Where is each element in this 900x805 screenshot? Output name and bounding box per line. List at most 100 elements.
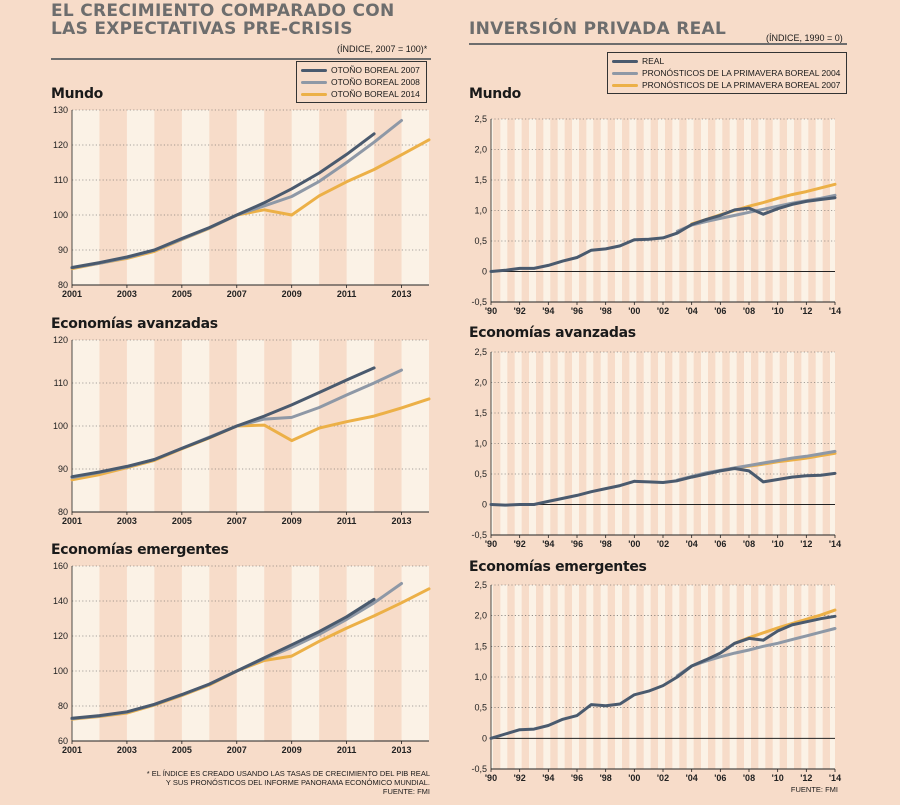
y-tick-label: 1,5 — [474, 641, 487, 651]
x-tick-label: '92 — [514, 539, 526, 549]
x-tick-label: 2011 — [337, 516, 357, 526]
x-tick-label: 2011 — [337, 745, 357, 755]
year-band — [622, 352, 630, 535]
series-line-real — [489, 614, 837, 740]
year-band — [493, 352, 501, 535]
y-tick-label: 2,5 — [474, 580, 487, 590]
legend-label: PRONÓSTICOS DE LA PRIMAVERA BOREAL 2004 — [642, 68, 841, 78]
year-band — [374, 566, 402, 741]
x-tick-label: 2007 — [227, 745, 247, 755]
panel-title-r2: Economías avanzadas — [469, 325, 636, 341]
x-tick-label: '12 — [800, 773, 812, 783]
y-tick-label: 0,5 — [474, 703, 487, 713]
panel-title-r1: Mundo — [469, 86, 522, 102]
left-legend: OTOÑO BOREAL 2007 OTOÑO BOREAL 2008 OTOÑ… — [296, 61, 427, 103]
year-band — [693, 585, 701, 769]
y-tick-label: 100 — [53, 210, 68, 220]
x-tick-label: '10 — [772, 539, 784, 549]
x-tick-label: 2011 — [337, 289, 357, 299]
y-tick-label: 110 — [54, 175, 68, 185]
year-band — [607, 585, 615, 769]
year-band — [708, 119, 716, 302]
y-tick-label: 2,5 — [474, 347, 487, 357]
x-tick-label: 2013 — [392, 289, 412, 299]
x-tick-label: 2007 — [227, 516, 247, 526]
x-tick-label: 2007 — [227, 289, 247, 299]
legend-label: REAL — [642, 56, 665, 66]
left-legend-item: OTOÑO BOREAL 2008 — [301, 76, 420, 88]
legend-label: OTOÑO BOREAL 2008 — [331, 77, 420, 87]
x-tick-label: '10 — [772, 306, 784, 316]
y-tick-label: 130 — [53, 105, 68, 115]
year-band — [679, 119, 687, 302]
panel-title-l1: Mundo — [51, 86, 104, 102]
right-legend-item: PRONÓSTICOS DE LA PRIMAVERA BOREAL 2004 — [612, 67, 840, 79]
left-title-line1: EL CRECIMIENTO COMPARADO CON — [51, 1, 395, 21]
year-band — [550, 119, 558, 302]
x-tick-label: '96 — [571, 773, 583, 783]
year-band — [579, 352, 587, 535]
legend-label: OTOÑO BOREAL 2014 — [331, 89, 420, 99]
x-tick-label: 2009 — [282, 289, 302, 299]
x-tick-label: 2001 — [62, 745, 82, 755]
y-tick-label: 0 — [482, 500, 487, 510]
x-tick-label: '04 — [686, 539, 698, 549]
x-tick-label: '04 — [686, 773, 698, 783]
footnote-line: * EL ÍNDICE ES CREADO USANDO LAS TASAS D… — [146, 769, 430, 778]
y-tick-label: 1,5 — [474, 408, 487, 418]
year-band — [765, 352, 773, 535]
year-band — [374, 110, 402, 285]
x-tick-label: '06 — [714, 773, 726, 783]
x-tick-label: 2003 — [117, 516, 137, 526]
panel-title-l2: Economías avanzadas — [51, 316, 218, 332]
year-band — [779, 585, 787, 769]
y-tick-label: 80 — [58, 701, 68, 711]
left-legend-item: OTOÑO BOREAL 2007 — [301, 64, 420, 76]
y-tick-label: 2,0 — [474, 145, 487, 155]
y-tick-label: 0,5 — [474, 236, 487, 246]
y-tick-label: 60 — [58, 736, 68, 746]
year-band — [154, 566, 182, 741]
year-band — [751, 585, 759, 769]
year-band — [319, 110, 347, 285]
x-tick-label: '02 — [657, 773, 669, 783]
y-tick-label: 1,0 — [474, 672, 487, 682]
series-line-otoño-boreal-2007 — [70, 132, 376, 269]
year-band — [708, 352, 716, 535]
series-line-pronósticos-de-la-primavera-boreal-2007 — [733, 608, 837, 645]
y-tick-label: 90 — [58, 464, 68, 474]
left-subtitle: (ÍNDICE, 2007 = 100)* — [337, 44, 428, 54]
x-tick-label: '90 — [485, 539, 497, 549]
x-tick-label: '04 — [686, 306, 698, 316]
x-tick-label: '02 — [657, 539, 669, 549]
year-band — [808, 352, 816, 535]
x-tick-label: 2013 — [392, 516, 412, 526]
year-band — [154, 110, 182, 285]
y-tick-label: -0,5 — [471, 530, 487, 540]
year-band — [779, 119, 787, 302]
year-band — [564, 352, 572, 535]
left-title-line2: LAS EXPECTATIVAS PRE-CRISIS — [51, 19, 353, 39]
x-tick-label: 2009 — [282, 745, 302, 755]
x-tick-label: '96 — [571, 539, 583, 549]
x-tick-label: 2003 — [117, 289, 137, 299]
right-title: INVERSIÓN PRIVADA REAL — [469, 19, 727, 39]
y-tick-label: -0,5 — [471, 297, 487, 307]
y-tick-label: 1,5 — [474, 175, 487, 185]
legend-swatch — [612, 83, 638, 87]
year-band — [636, 119, 644, 302]
year-band — [99, 110, 127, 285]
year-band — [507, 585, 515, 769]
year-band — [493, 119, 501, 302]
year-band — [507, 119, 515, 302]
year-band — [822, 585, 830, 769]
x-tick-label: 2003 — [117, 745, 137, 755]
x-tick-label: '06 — [714, 306, 726, 316]
year-band — [607, 119, 615, 302]
series-line-otoño-boreal-2007 — [70, 597, 376, 720]
y-tick-label: 80 — [58, 507, 68, 517]
year-band — [319, 566, 347, 741]
x-tick-label: 2005 — [172, 289, 192, 299]
x-tick-label: '92 — [514, 306, 526, 316]
year-band — [493, 585, 501, 769]
